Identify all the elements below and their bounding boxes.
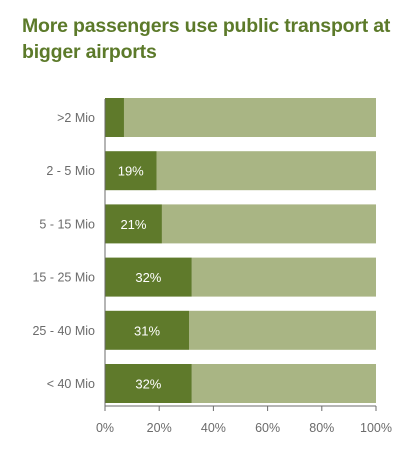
bar-value (105, 204, 162, 244)
bar-value (105, 364, 192, 403)
bar-value (105, 257, 192, 297)
data-label: 32% (135, 270, 161, 285)
x-tick-label: 100% (360, 421, 392, 435)
category-label: 25 - 40 Mio (32, 324, 95, 338)
category-label: < 40 Mio (47, 377, 95, 391)
data-label: 31% (134, 323, 160, 338)
bars-layer: >2 Mio 2 - 5 Mio 19% 5 - 15 Mio 21% 15 - 25 M… (32, 98, 376, 403)
chart-title: More passengers use public transport at … (22, 15, 391, 63)
bar-remainder (191, 364, 376, 403)
bar-remainder (156, 151, 376, 191)
x-ticks-layer: 0% 20% 40% 60% 80% 100% (96, 406, 392, 435)
data-label: 21% (120, 217, 146, 232)
x-tick-label: 20% (147, 421, 172, 435)
category-label: 2 - 5 Mio (46, 164, 95, 178)
category-label: 5 - 15 Mio (39, 217, 95, 231)
x-tick-label: 60% (255, 421, 280, 435)
bar-value (105, 151, 157, 191)
bar-remainder (191, 257, 376, 297)
x-tick-label: 80% (309, 421, 334, 435)
bar-remainder (123, 98, 376, 137)
data-label: 32% (135, 377, 161, 392)
x-tick-label: 0% (96, 421, 114, 435)
bar-value (105, 310, 190, 350)
category-label: 15 - 25 Mio (32, 271, 95, 285)
category-label: >2 Mio (57, 111, 95, 125)
bar-remainder (161, 204, 376, 244)
bar-remainder (189, 310, 376, 350)
x-tick-label: 40% (201, 421, 226, 435)
bar-value (105, 98, 124, 137)
data-label: 19% (118, 164, 144, 179)
